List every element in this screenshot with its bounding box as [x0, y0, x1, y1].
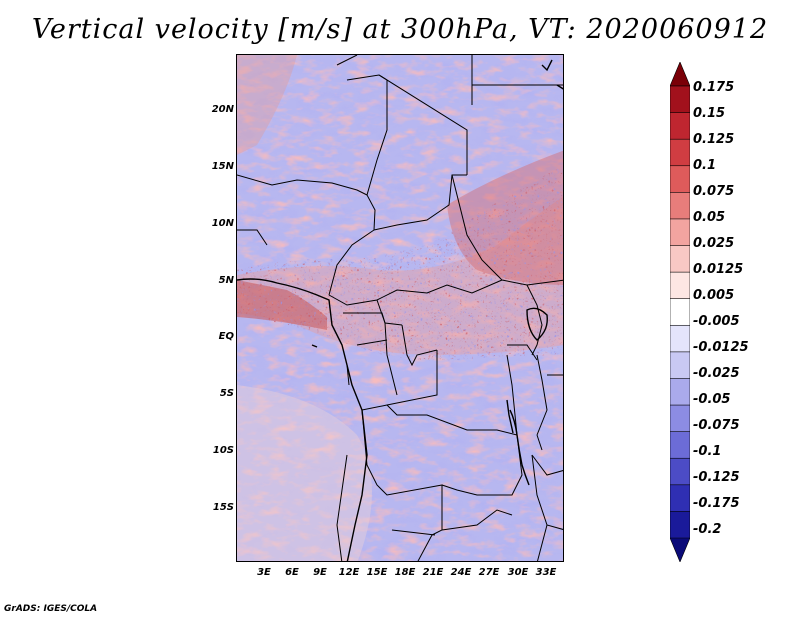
lat-label-15n: 15N [211, 161, 234, 172]
lon-label-33e: 33E [535, 567, 557, 578]
footer-credit: GrADS: IGES/COLA [4, 604, 98, 614]
colorbar-swatch [670, 112, 690, 140]
colorbar-swatch [670, 511, 690, 539]
colorbar-label: 0.075 [693, 184, 735, 199]
coastlines [237, 59, 563, 561]
colorbar-swatch [670, 85, 690, 114]
colorbar-swatch [670, 351, 690, 380]
colorbar-swatch [670, 245, 690, 273]
colorbar-swatch [670, 271, 690, 300]
colorbar-swatch [670, 431, 690, 460]
lat-label-10s: 10S [212, 445, 234, 456]
colorbar-swatch [670, 298, 690, 327]
lat-label-20n: 20N [211, 104, 234, 115]
colorbar-swatch [670, 537, 690, 562]
lon-label-27e: 27E [478, 567, 500, 578]
colorbar-label: -0.05 [693, 392, 731, 407]
colorbar-label: -0.1 [693, 444, 722, 459]
colorbar-label: -0.2 [693, 522, 722, 537]
colorbar-label: -0.075 [693, 418, 740, 433]
colorbar-label: -0.125 [693, 470, 740, 485]
lon-label-9e: 9E [313, 567, 327, 578]
colorbar-label: 0.025 [693, 236, 735, 251]
lon-label-3e: 3E [257, 567, 271, 578]
colorbar-label: -0.175 [693, 496, 740, 511]
colorbar-swatch [670, 138, 690, 167]
colorbar [670, 62, 690, 562]
colorbar-swatch [670, 218, 690, 247]
lon-label-12e: 12E [338, 567, 360, 578]
colorbar-label: 0.05 [693, 210, 726, 225]
colorbar-label: 0.125 [693, 132, 735, 147]
colorbar-label: 0.1 [693, 158, 717, 173]
map-title: Vertical velocity [m/s] at 300hPa, VT: 2… [31, 14, 769, 45]
colorbar-swatch [670, 324, 690, 353]
lat-label-5n: 5N [218, 275, 234, 286]
lon-label-15e: 15E [366, 567, 388, 578]
lon-label-18e: 18E [394, 567, 416, 578]
sahara-ascent [237, 55, 297, 155]
colorbar-swatch [670, 404, 690, 433]
colorbar-swatch [670, 484, 690, 513]
colorbar-label: 0.175 [693, 80, 735, 95]
lat-label-15s: 15S [212, 502, 234, 513]
map-panel[interactable] [236, 54, 564, 562]
colorbar-label: 0.005 [693, 288, 735, 303]
colorbar-swatch [670, 378, 690, 406]
colorbar-label: 0.0125 [693, 262, 744, 277]
country-borders [237, 55, 563, 561]
colorbar-swatch [670, 165, 690, 194]
lon-label-21e: 21E [422, 567, 444, 578]
lat-label-10n: 10N [211, 218, 234, 229]
lat-label-5s: 5S [219, 388, 234, 399]
colorbar-label: -0.005 [693, 314, 740, 329]
lon-label-6e: 6E [285, 567, 299, 578]
lon-label-30e: 30E [507, 567, 529, 578]
lon-label-24e: 24E [450, 567, 472, 578]
colorbar-label: -0.0125 [693, 340, 749, 355]
colorbar-label: 0.15 [693, 106, 726, 121]
colorbar-swatch [670, 62, 690, 87]
vertical-velocity-field [237, 55, 563, 561]
colorbar-label: -0.025 [693, 366, 740, 381]
colorbar-swatch [670, 192, 690, 220]
colorbar-swatch [670, 457, 690, 486]
lat-label-eq: EQ [218, 331, 234, 342]
